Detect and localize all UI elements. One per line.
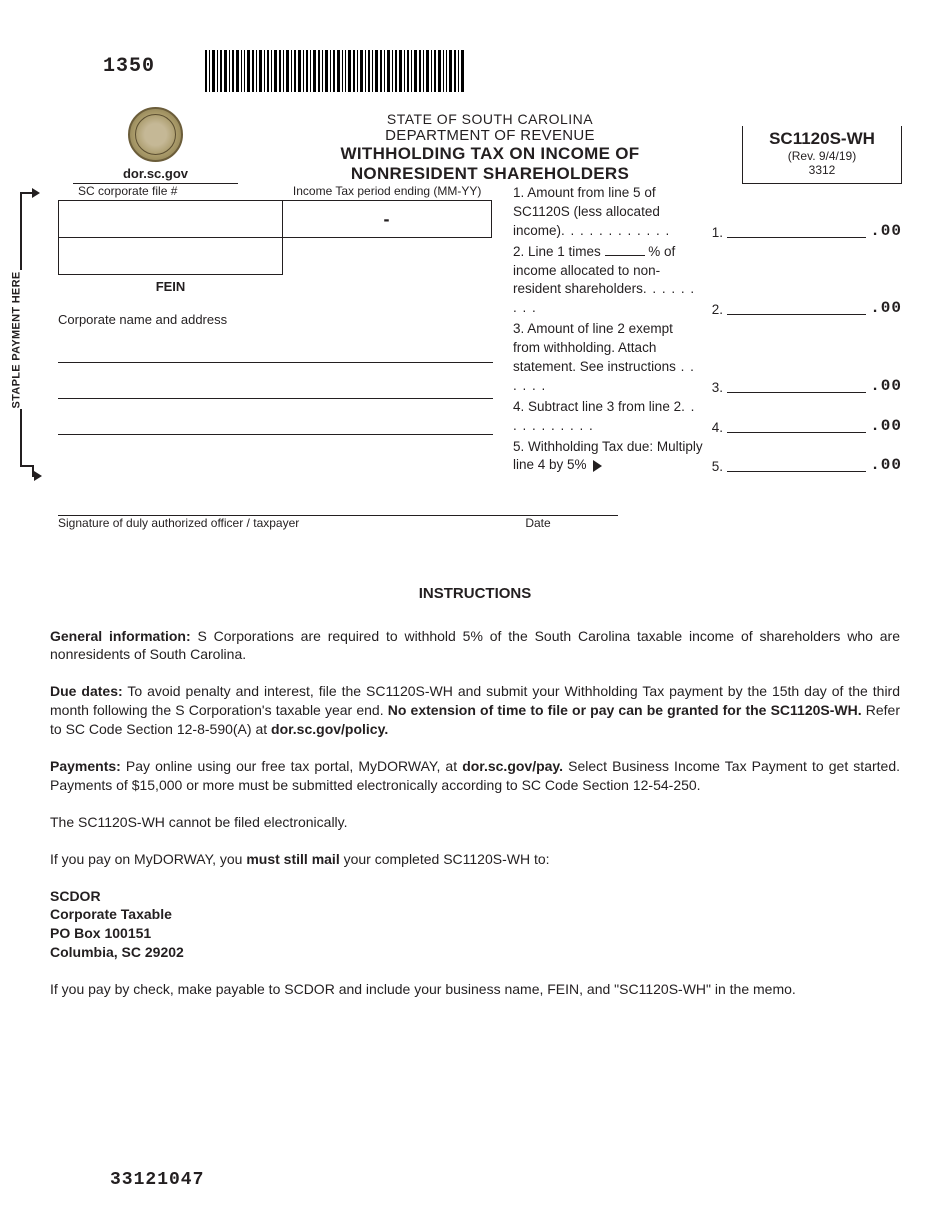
line2-input[interactable] (727, 314, 866, 315)
footer-code: 33121047 (110, 1170, 204, 1190)
line2-cents: .00 (870, 299, 902, 318)
line3-cents: .00 (870, 377, 902, 396)
state-name: STATE OF SOUTH CAROLINA (246, 111, 734, 127)
line5-num: 5. (703, 459, 723, 475)
staple-payment-label: STAPLE PAYMENT HERE (10, 272, 22, 409)
arrow-right-icon (593, 460, 602, 472)
line5-cents: .00 (870, 456, 902, 475)
form-title-1: WITHHOLDING TAX ON INCOME OF (246, 144, 734, 164)
form-revision: (Rev. 9/4/19) (749, 149, 895, 163)
instr-general-info: General information: S Corporations are … (50, 627, 900, 665)
instr-mail-intro: If you pay on MyDORWAY, you must still m… (50, 850, 900, 869)
instr-check: If you pay by check, make payable to SCD… (50, 980, 900, 999)
fein-label: FEIN (58, 279, 283, 294)
address-line-2[interactable] (58, 363, 493, 399)
instr-payments: Payments: Pay online using our free tax … (50, 757, 900, 795)
line3-desc: 3. Amount of line 2 exempt from withhold… (513, 320, 703, 396)
dor-url: dor.sc.gov (73, 166, 238, 184)
line1-desc: 1. Amount from line 5 of SC1120S (less a… (513, 184, 703, 241)
bracket-line (20, 409, 22, 465)
line3-num: 3. (703, 380, 723, 396)
instr-noefile: The SC1120S-WH cannot be filed electroni… (50, 813, 900, 832)
state-seal-icon (128, 107, 183, 162)
mailing-address: SCDOR Corporate Taxable PO Box 100151 Co… (50, 887, 900, 963)
form-title-2: NONRESIDENT SHAREHOLDERS (246, 164, 734, 184)
period-input[interactable]: - (282, 200, 492, 238)
address-line-3[interactable] (58, 399, 493, 435)
instr-due-dates: Due dates: To avoid penalty and interest… (50, 682, 900, 739)
form-code: 3312 (749, 163, 895, 177)
line1-num: 1. (703, 225, 723, 241)
period-label: Income Tax period ending (MM-YY) (293, 184, 498, 198)
line4-num: 4. (703, 420, 723, 436)
fein-input[interactable] (58, 237, 283, 275)
line4-input[interactable] (727, 432, 866, 433)
bracket-arrow-top-icon (20, 192, 34, 194)
bracket-arrow-bottom-icon (34, 471, 42, 481)
line4-cents: .00 (870, 417, 902, 436)
pct-input[interactable] (605, 255, 645, 256)
line1-cents: .00 (870, 222, 902, 241)
line2-desc: 2. Line 1 times % of income allocated to… (513, 243, 703, 319)
form-id: SC1120S-WH (749, 129, 895, 149)
line4-desc: 4. Subtract line 3 from line 2. . . . . … (513, 398, 703, 436)
line2-num: 2. (703, 302, 723, 318)
signature-label: Signature of duly authorized officer / t… (58, 515, 458, 530)
dept-name: DEPARTMENT OF REVENUE (246, 127, 734, 144)
corp-name-label: Corporate name and address (58, 312, 498, 327)
barcode (205, 50, 465, 92)
address-line-1[interactable] (58, 327, 493, 363)
form-number-1350: 1350 (103, 55, 155, 78)
line1-input[interactable] (727, 237, 866, 238)
sc-file-label: SC corporate file # (78, 184, 293, 198)
instructions-title: INSTRUCTIONS (50, 585, 900, 602)
line5-desc: 5. Withholding Tax due: Multiply line 4 … (513, 438, 703, 476)
line5-input[interactable] (727, 471, 866, 472)
line3-input[interactable] (727, 392, 866, 393)
bracket-line (20, 192, 22, 270)
sc-file-input[interactable] (58, 200, 283, 238)
